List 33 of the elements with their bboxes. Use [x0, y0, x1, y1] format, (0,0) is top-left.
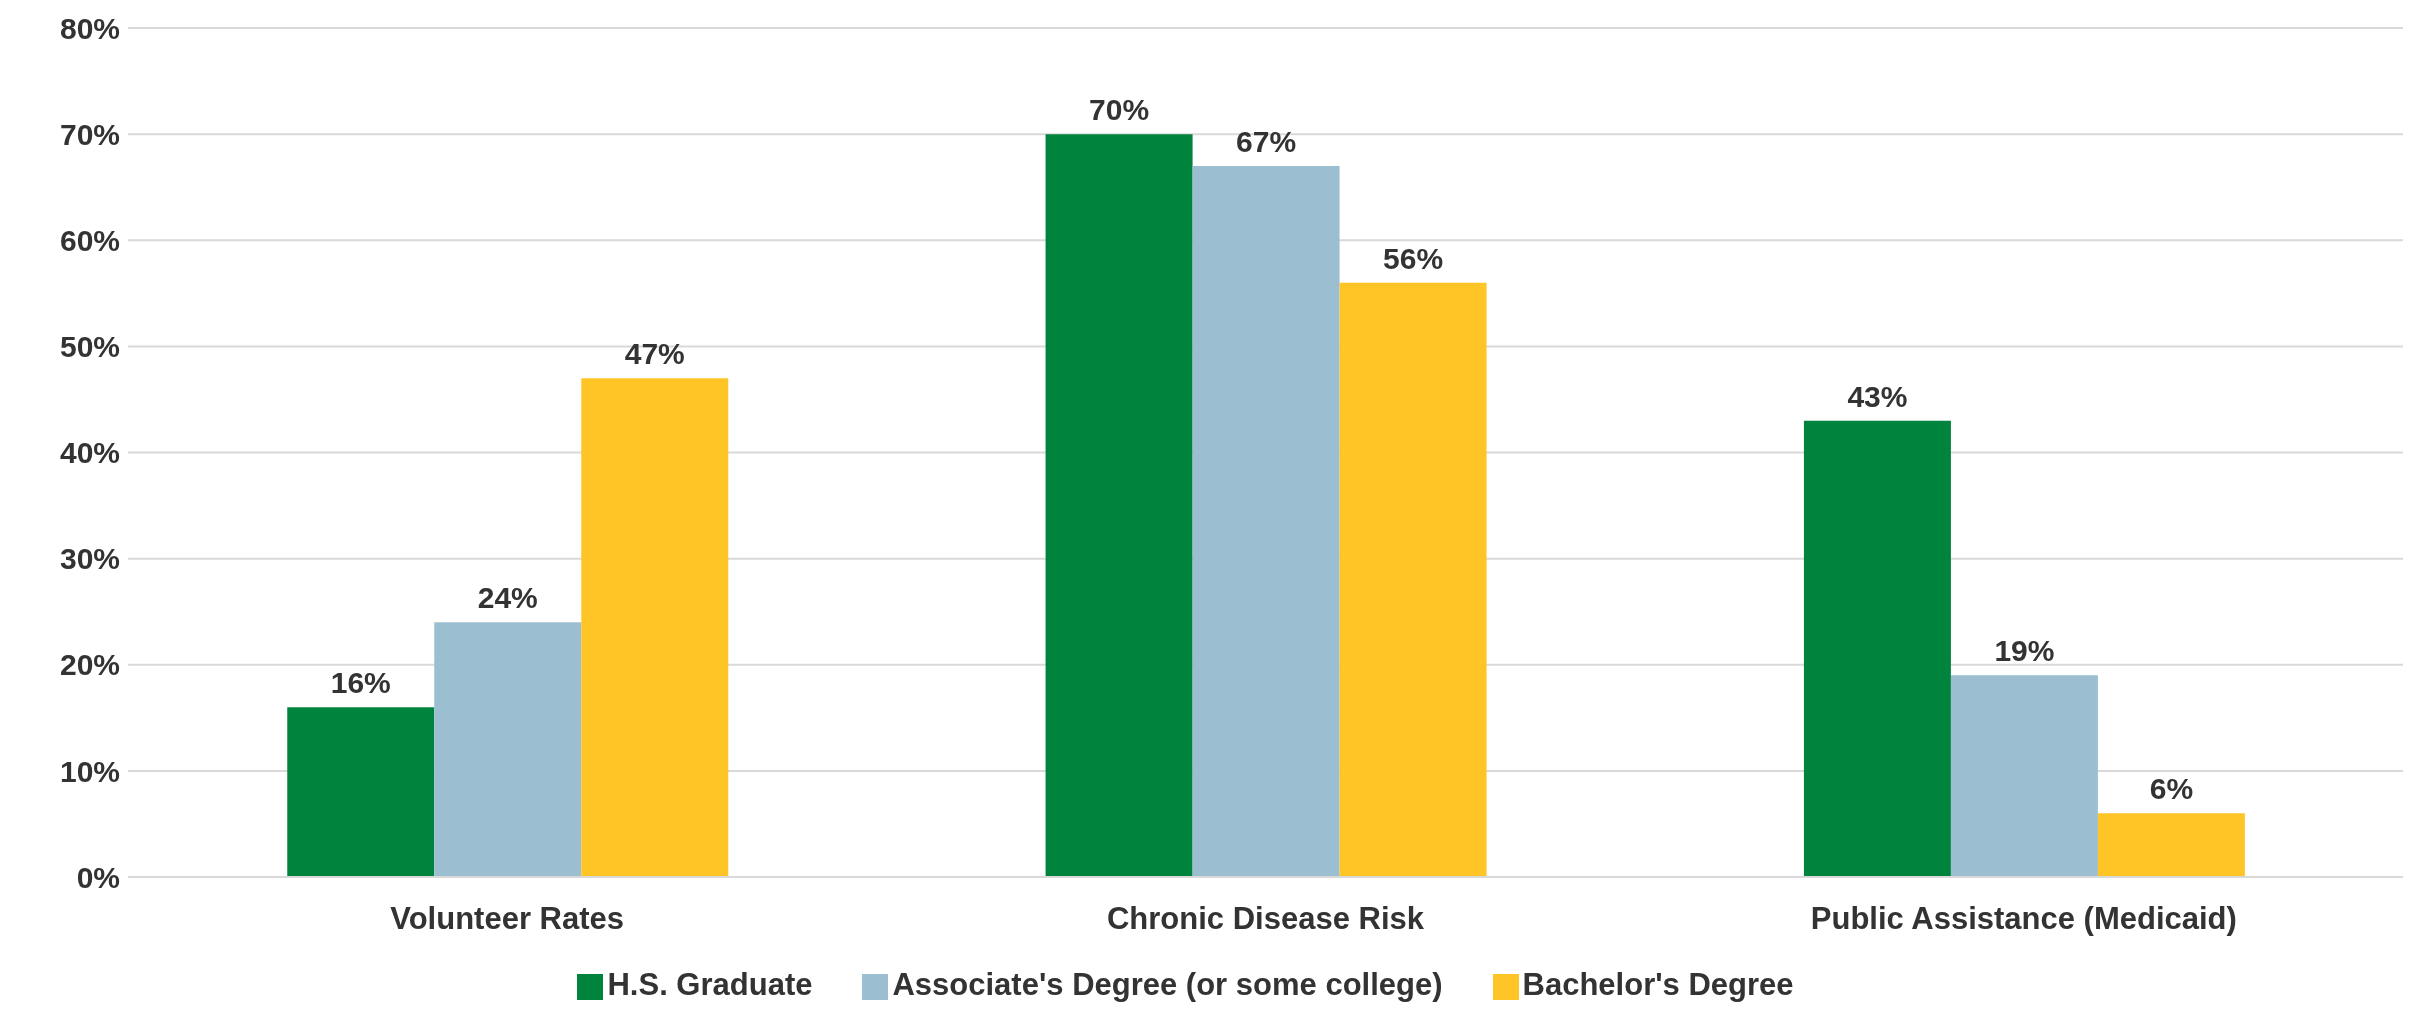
y-tick-label: 40% [59, 436, 120, 470]
x-tick-label: Public Assistance (Medicaid) [1810, 901, 2237, 937]
data-label: 43% [1847, 379, 1908, 413]
x-tick-label: Volunteer Rates [390, 901, 625, 937]
data-label: 16% [330, 666, 391, 700]
bar [2097, 813, 2245, 877]
y-tick-label: 60% [59, 223, 120, 257]
legend-label: Bachelor's Degree [1522, 967, 1794, 1002]
data-label: 70% [1089, 93, 1150, 127]
legend-label: H.S. Graduate [607, 967, 813, 1002]
bar [1803, 420, 1951, 877]
bar [581, 378, 729, 877]
bar [1192, 165, 1340, 877]
x-tick-label: Chronic Disease Risk [1106, 901, 1425, 937]
data-label: 47% [624, 337, 685, 371]
legend-label: Associate's Degree (or some college) [892, 967, 1443, 1002]
y-tick-label: 10% [59, 754, 120, 788]
bar [1045, 134, 1193, 877]
y-tick-label: 0% [76, 860, 120, 894]
data-label: 19% [1994, 634, 2055, 668]
y-tick-label: 30% [59, 542, 120, 576]
bar [1339, 282, 1487, 877]
y-tick-label: 20% [59, 648, 120, 682]
bar [1950, 675, 2098, 877]
y-tick-label: 70% [59, 117, 120, 151]
data-label: 56% [1383, 241, 1444, 275]
bar [434, 622, 582, 877]
y-tick-label: 50% [59, 330, 120, 364]
data-label: 67% [1236, 124, 1297, 158]
y-tick-label: 80% [59, 11, 120, 45]
data-label: 6% [2149, 772, 2194, 806]
data-label: 24% [477, 581, 538, 615]
bar [287, 707, 435, 877]
